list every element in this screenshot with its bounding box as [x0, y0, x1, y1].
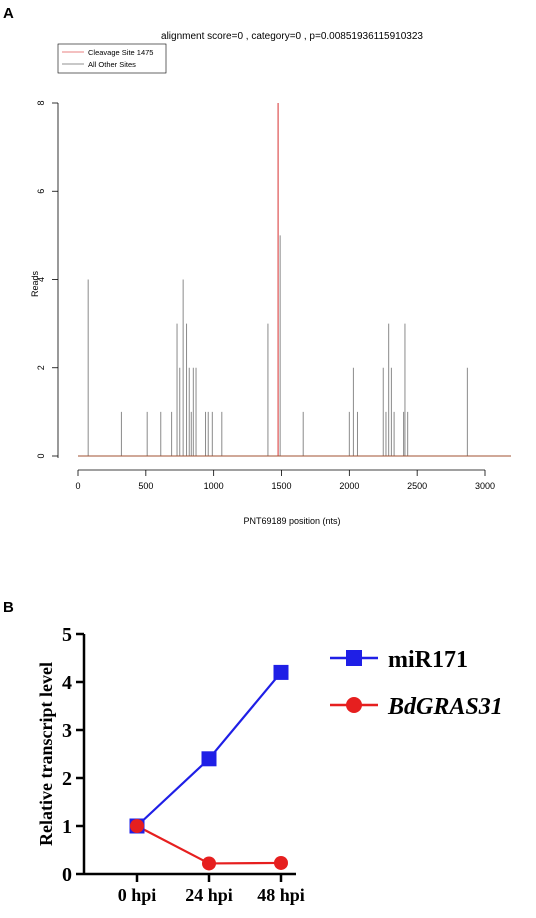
chart-a-xtick-label: 2000 [339, 481, 359, 491]
chart-b-legend: miR171 BdGRAS31 [330, 647, 503, 720]
chart-b-ytick-label: 0 [62, 864, 72, 886]
chart-a-xtick-label: 2500 [407, 481, 427, 491]
chart-a-ytick-label: 0 [36, 453, 46, 458]
chart-b-ytick-label: 1 [62, 816, 72, 838]
chart-a-ytick-label: 2 [36, 365, 46, 370]
chart-b-xtick-label: 24 hpi [185, 885, 233, 905]
chart-b-series [129, 664, 289, 871]
chart-a-x-axis: 0 500 1000 1500 2000 2500 3000 [75, 469, 495, 491]
legend-label-mir171: miR171 [388, 647, 468, 673]
legend-box [57, 43, 167, 74]
series-point-circle [202, 856, 216, 871]
chart-a-title: alignment score=0 , category=0 , p=0.008… [161, 31, 423, 42]
series-point-square [201, 751, 217, 767]
chart-b-ticks: 0 1 2 3 4 5 0 hpi 24 hpi 48 hpi [62, 624, 305, 905]
chart-b-ylabel: Relative transcript level [36, 662, 56, 846]
chart-a-ytick-label: 6 [36, 189, 46, 194]
chart-b-ytick-label: 5 [62, 624, 72, 646]
chart-a-xtick-label: 1500 [271, 481, 291, 491]
series-line-square [136, 671, 282, 827]
chart-a-xtick-label: 1000 [204, 481, 224, 491]
chart-a-legend: Cleavage Site 1475 All Other Sites [57, 43, 167, 74]
chart-b-ytick-label: 4 [62, 672, 72, 694]
chart-a-ytick-label: 8 [36, 100, 46, 105]
chart-a-y-axis: 0 2 4 6 8 [36, 100, 59, 459]
series-point-circle [130, 819, 144, 833]
legend-marker-bdgras31 [346, 697, 362, 713]
chart-b-xtick-label: 48 hpi [257, 885, 305, 905]
series-point-circle [274, 855, 288, 870]
chart-b-ytick-label: 3 [62, 720, 72, 742]
chart-a-ytick-label: 4 [36, 277, 46, 282]
chart-a-xlabel: PNT69189 position (nts) [243, 516, 340, 526]
series-point-square [273, 664, 289, 680]
chart-b-ytick-label: 2 [62, 768, 72, 790]
chart-a-ylabel: Reads [30, 270, 40, 297]
chart-a-xtick-label: 500 [138, 481, 153, 491]
legend-label-cleavage: Cleavage Site 1475 [88, 48, 153, 57]
legend-label-other: All Other Sites [88, 60, 136, 69]
panel-a-label: A [3, 5, 14, 22]
chart-a-xtick-label: 3000 [475, 481, 495, 491]
chart-a-bars [87, 103, 468, 456]
panel-b-label: B [3, 599, 14, 616]
legend-marker-mir171 [346, 650, 362, 666]
chart-a-xtick-label: 0 [75, 481, 80, 491]
legend-label-bdgras31: BdGRAS31 [387, 694, 503, 720]
chart-b-xtick-label: 0 hpi [118, 885, 157, 905]
